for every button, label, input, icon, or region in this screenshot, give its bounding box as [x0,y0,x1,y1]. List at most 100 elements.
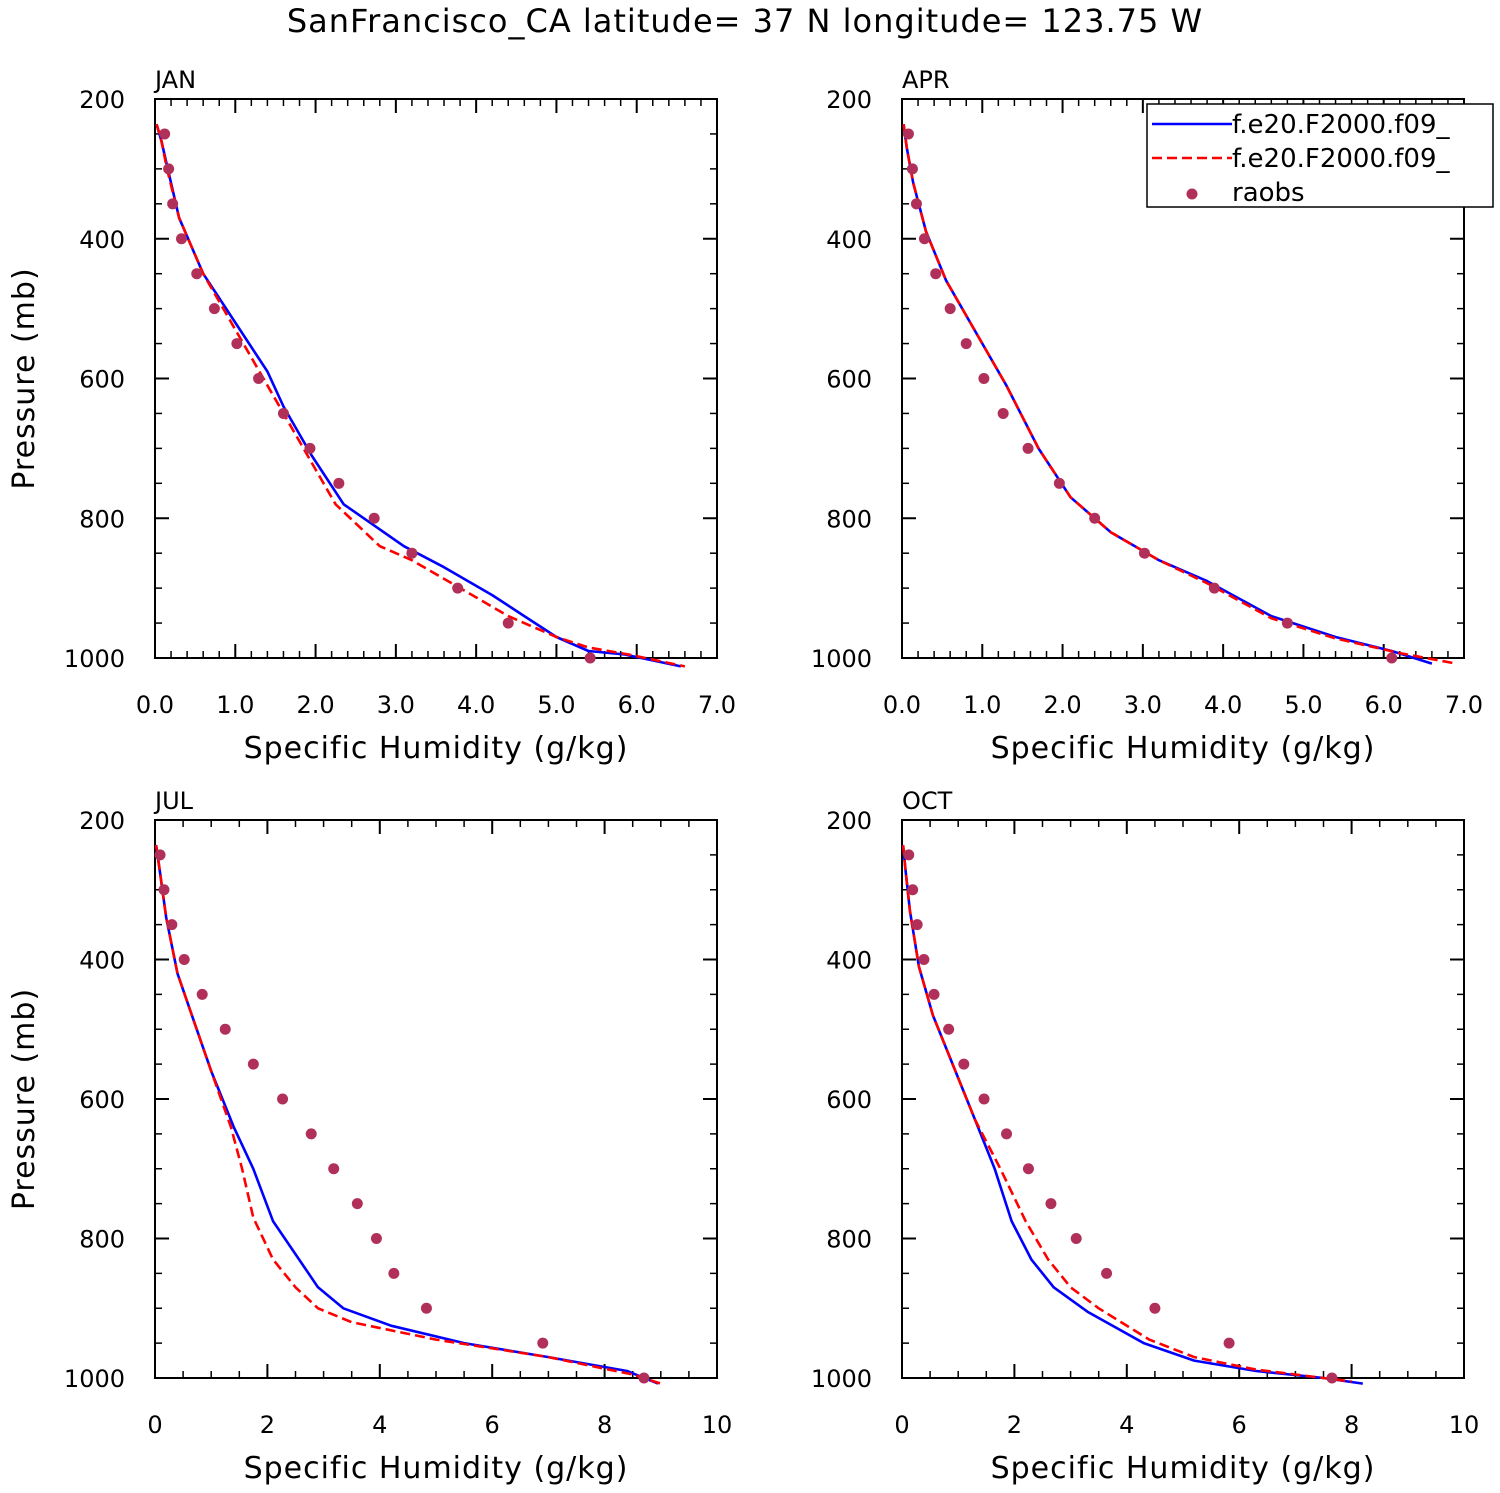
y-tick-label: 200 [79,807,125,835]
x-tick-label: 10 [702,1411,733,1439]
series-solid-line [901,844,1363,1385]
raobs-point [638,1372,650,1384]
raobs-point [1053,477,1065,489]
raobs-point [537,1337,549,1349]
x-tick-label: 10 [1449,1411,1480,1439]
x-tick-label: 4 [1119,1411,1134,1439]
raobs-point [158,884,170,896]
raobs-point [196,988,208,1000]
x-tick-label: 2.0 [296,691,334,719]
raobs-point [163,163,175,175]
raobs-point [304,442,316,454]
raobs-point [1089,512,1101,524]
y-axis-title: Pressure (mb) [7,988,42,1210]
raobs-point [1208,582,1220,594]
x-tick-label: 6 [485,1411,500,1439]
x-axis-title: Specific Humidity (g/kg) [244,1451,629,1486]
y-tick-label: 800 [826,505,872,533]
x-axis-title: Specific Humidity (g/kg) [991,1451,1376,1486]
panel-label: APR [902,66,950,94]
y-tick-label: 600 [79,1086,125,1114]
raobs-point [958,1058,970,1070]
x-tick-label: 8 [1344,1411,1359,1439]
y-tick-label: 400 [826,947,872,975]
series-solid-line [154,844,659,1385]
x-tick-label: 0.0 [136,691,174,719]
x-tick-label: 7.0 [1445,691,1483,719]
raobs-point [191,268,203,280]
raobs-point [1149,1302,1161,1314]
raobs-point [502,617,514,629]
panel-apr: APR 0.0 1.0 2.0 3.0 4.0 5.0 6.0 7.0 200 400 600 800 1… [811,66,1494,766]
x-tick-label: 2.0 [1043,691,1081,719]
raobs-point [219,1023,231,1035]
x-tick-label: 5.0 [1284,691,1322,719]
raobs-point [277,407,289,419]
plot-frame [154,819,718,1379]
raobs-point [328,1163,340,1175]
raobs-point [253,373,265,384]
x-tick-label: 0 [147,1411,162,1439]
raobs-point [997,407,1009,419]
legend-label: raobs [1232,178,1305,208]
raobs-point [1022,442,1034,454]
x-tick-label: 1.0 [963,691,1001,719]
raobs-point [154,849,166,861]
x-tick-label: 2 [260,1411,275,1439]
raobs-point [918,954,930,965]
panel-label: JUL [153,787,194,815]
x-tick-label: 4.0 [1204,691,1242,719]
raobs-point [1223,1337,1235,1349]
raobs-point [918,233,930,245]
raobs-point [1070,1233,1082,1244]
series-dashed-line [154,844,662,1385]
raobs-point [944,303,956,315]
panel-label: OCT [902,787,953,815]
raobs-point [305,1128,317,1140]
y-tick-label: 200 [826,807,872,835]
x-axis-title: Specific Humidity (g/kg) [244,731,629,766]
legend-label: f.e20.F2000.f09_ [1232,144,1450,174]
x-axis-title: Specific Humidity (g/kg) [991,731,1376,766]
y-tick-label: 1000 [811,1365,872,1393]
figure-title: SanFrancisco_CA latitude= 37 N longitude… [287,2,1203,40]
y-axis-title: Pressure (mb) [7,267,42,489]
raobs-point [167,198,179,210]
y-tick-label: 800 [79,1226,125,1254]
raobs-point [247,1058,259,1070]
y-tick-label: 1000 [64,1365,125,1393]
raobs-point [1138,547,1150,559]
x-tick-label: 3.0 [1124,691,1162,719]
raobs-point [930,268,942,280]
y-tick-label: 800 [79,505,125,533]
legend-marker [1186,188,1198,200]
raobs-point [584,652,596,664]
raobs-point [907,884,919,896]
panel-oct: OCT 0 2 4 6 8 10 200 400 600 800 1000 Specific Humid… [811,787,1479,1486]
y-tick-label: 400 [79,947,125,975]
raobs-point [1045,1198,1057,1210]
x-tick-label: 4.0 [457,691,495,719]
x-tick-label: 6 [1232,1411,1247,1439]
raobs-point [903,849,915,861]
raobs-point [231,338,243,350]
raobs-point [368,512,380,524]
raobs-point [1022,1163,1034,1175]
y-tick-label: 1000 [811,645,872,673]
raobs-point [1386,652,1398,664]
raobs-point [333,477,345,489]
panel-label: JAN [153,66,196,94]
x-tick-label: 4 [372,1411,387,1439]
raobs-point [452,582,464,594]
x-tick-label: 0.0 [883,691,921,719]
raobs-point [902,128,914,140]
raobs-point [1281,617,1293,629]
raobs-point [159,128,171,140]
x-tick-label: 7.0 [698,691,736,719]
y-tick-label: 1000 [64,645,125,673]
y-tick-label: 600 [826,1086,872,1114]
legend: f.e20.F2000.f09_ f.e20.F2000.f09_raobs [1146,103,1494,208]
x-tick-label: 8 [597,1411,612,1439]
